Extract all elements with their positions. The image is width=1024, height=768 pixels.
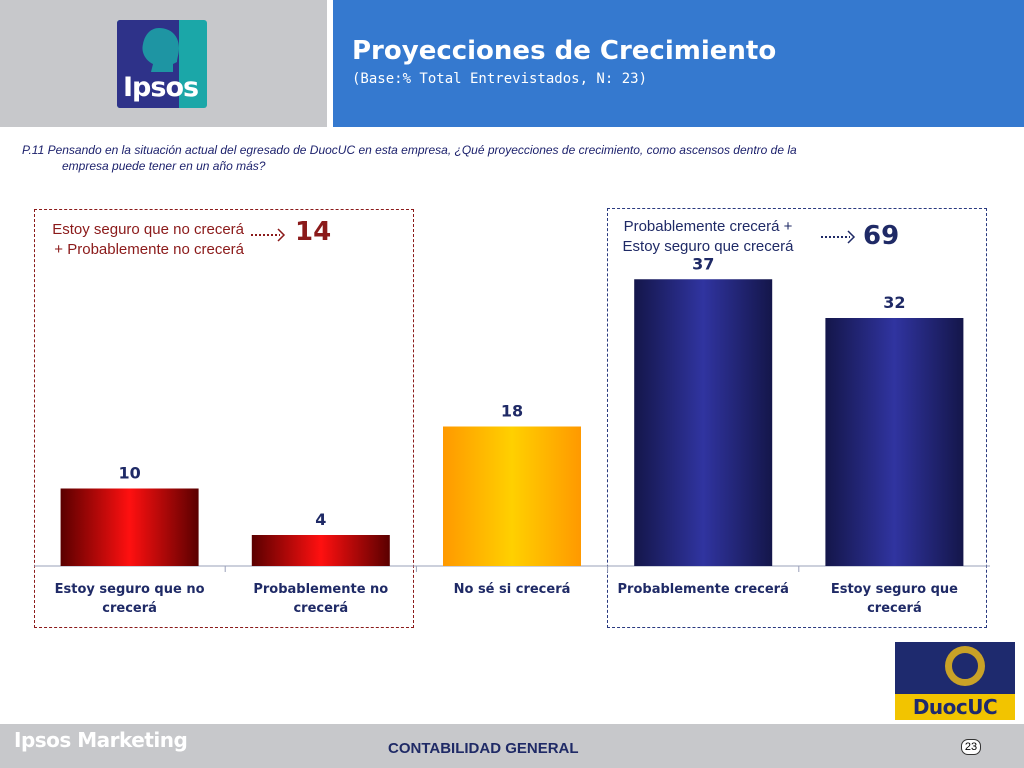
head-silhouette-icon	[142, 28, 179, 72]
title-panel	[333, 0, 1024, 127]
footer-bar	[0, 724, 1024, 768]
question-line-2: empresa puede tener en un año más?	[62, 159, 266, 173]
data-label-1: 10	[118, 464, 140, 483]
bar-3	[443, 426, 581, 566]
data-label-2: 4	[315, 510, 326, 529]
footer-brand: Ipsos Marketing	[14, 728, 188, 752]
page-subtitle: (Base:% Total Entrevistados, N: 23)	[352, 71, 648, 87]
duocuc-logo: DuocUC	[895, 642, 1015, 720]
dotted-arrow-right-icon	[821, 230, 856, 244]
negative-group-box	[34, 209, 414, 628]
bar-5	[825, 318, 964, 566]
ipsos-logo: Ipsos	[117, 20, 207, 108]
summary-left-label: Estoy seguro que no crecerá + Probableme…	[52, 221, 244, 258]
footer-section-title: CONTABILIDAD GENERAL	[388, 740, 579, 757]
question-line-1: P.11 Pensando en la situación actual del…	[22, 143, 797, 157]
summary-right-value: 69	[863, 221, 900, 251]
question-text: P.11 Pensando en la situación actual del…	[22, 142, 984, 174]
page-number: 23	[961, 739, 981, 755]
category-label-1: Estoy seguro que no crecerá	[55, 582, 205, 616]
ipsos-logo-text: Ipsos	[123, 72, 199, 103]
bar-4	[634, 279, 773, 566]
page-title: Proyecciones de Crecimiento	[352, 36, 777, 66]
summary-right-label: Probablemente crecerá + Estoy seguro que…	[622, 218, 794, 255]
category-label-2: Probablemente no crecerá	[253, 582, 388, 616]
data-label-5: 32	[883, 293, 905, 312]
dotted-arrow-left-icon	[251, 228, 286, 242]
bar-1	[60, 488, 199, 566]
data-label-3: 18	[501, 402, 523, 421]
category-label-5: Estoy seguro que crecerá	[831, 582, 958, 616]
data-label-4: 37	[692, 254, 714, 273]
summary-left-value: 14	[295, 217, 332, 247]
category-label-4: Probablemente crecerá	[618, 582, 789, 597]
positive-group-box	[607, 208, 987, 628]
category-label-3: No sé si crecerá	[454, 582, 571, 597]
bar-2	[251, 535, 390, 566]
bar-chart: 10 Estoy seguro que no crecerá 4 Probablemen…	[34, 254, 990, 616]
duocuc-logo-text: DuocUC	[895, 694, 1015, 720]
